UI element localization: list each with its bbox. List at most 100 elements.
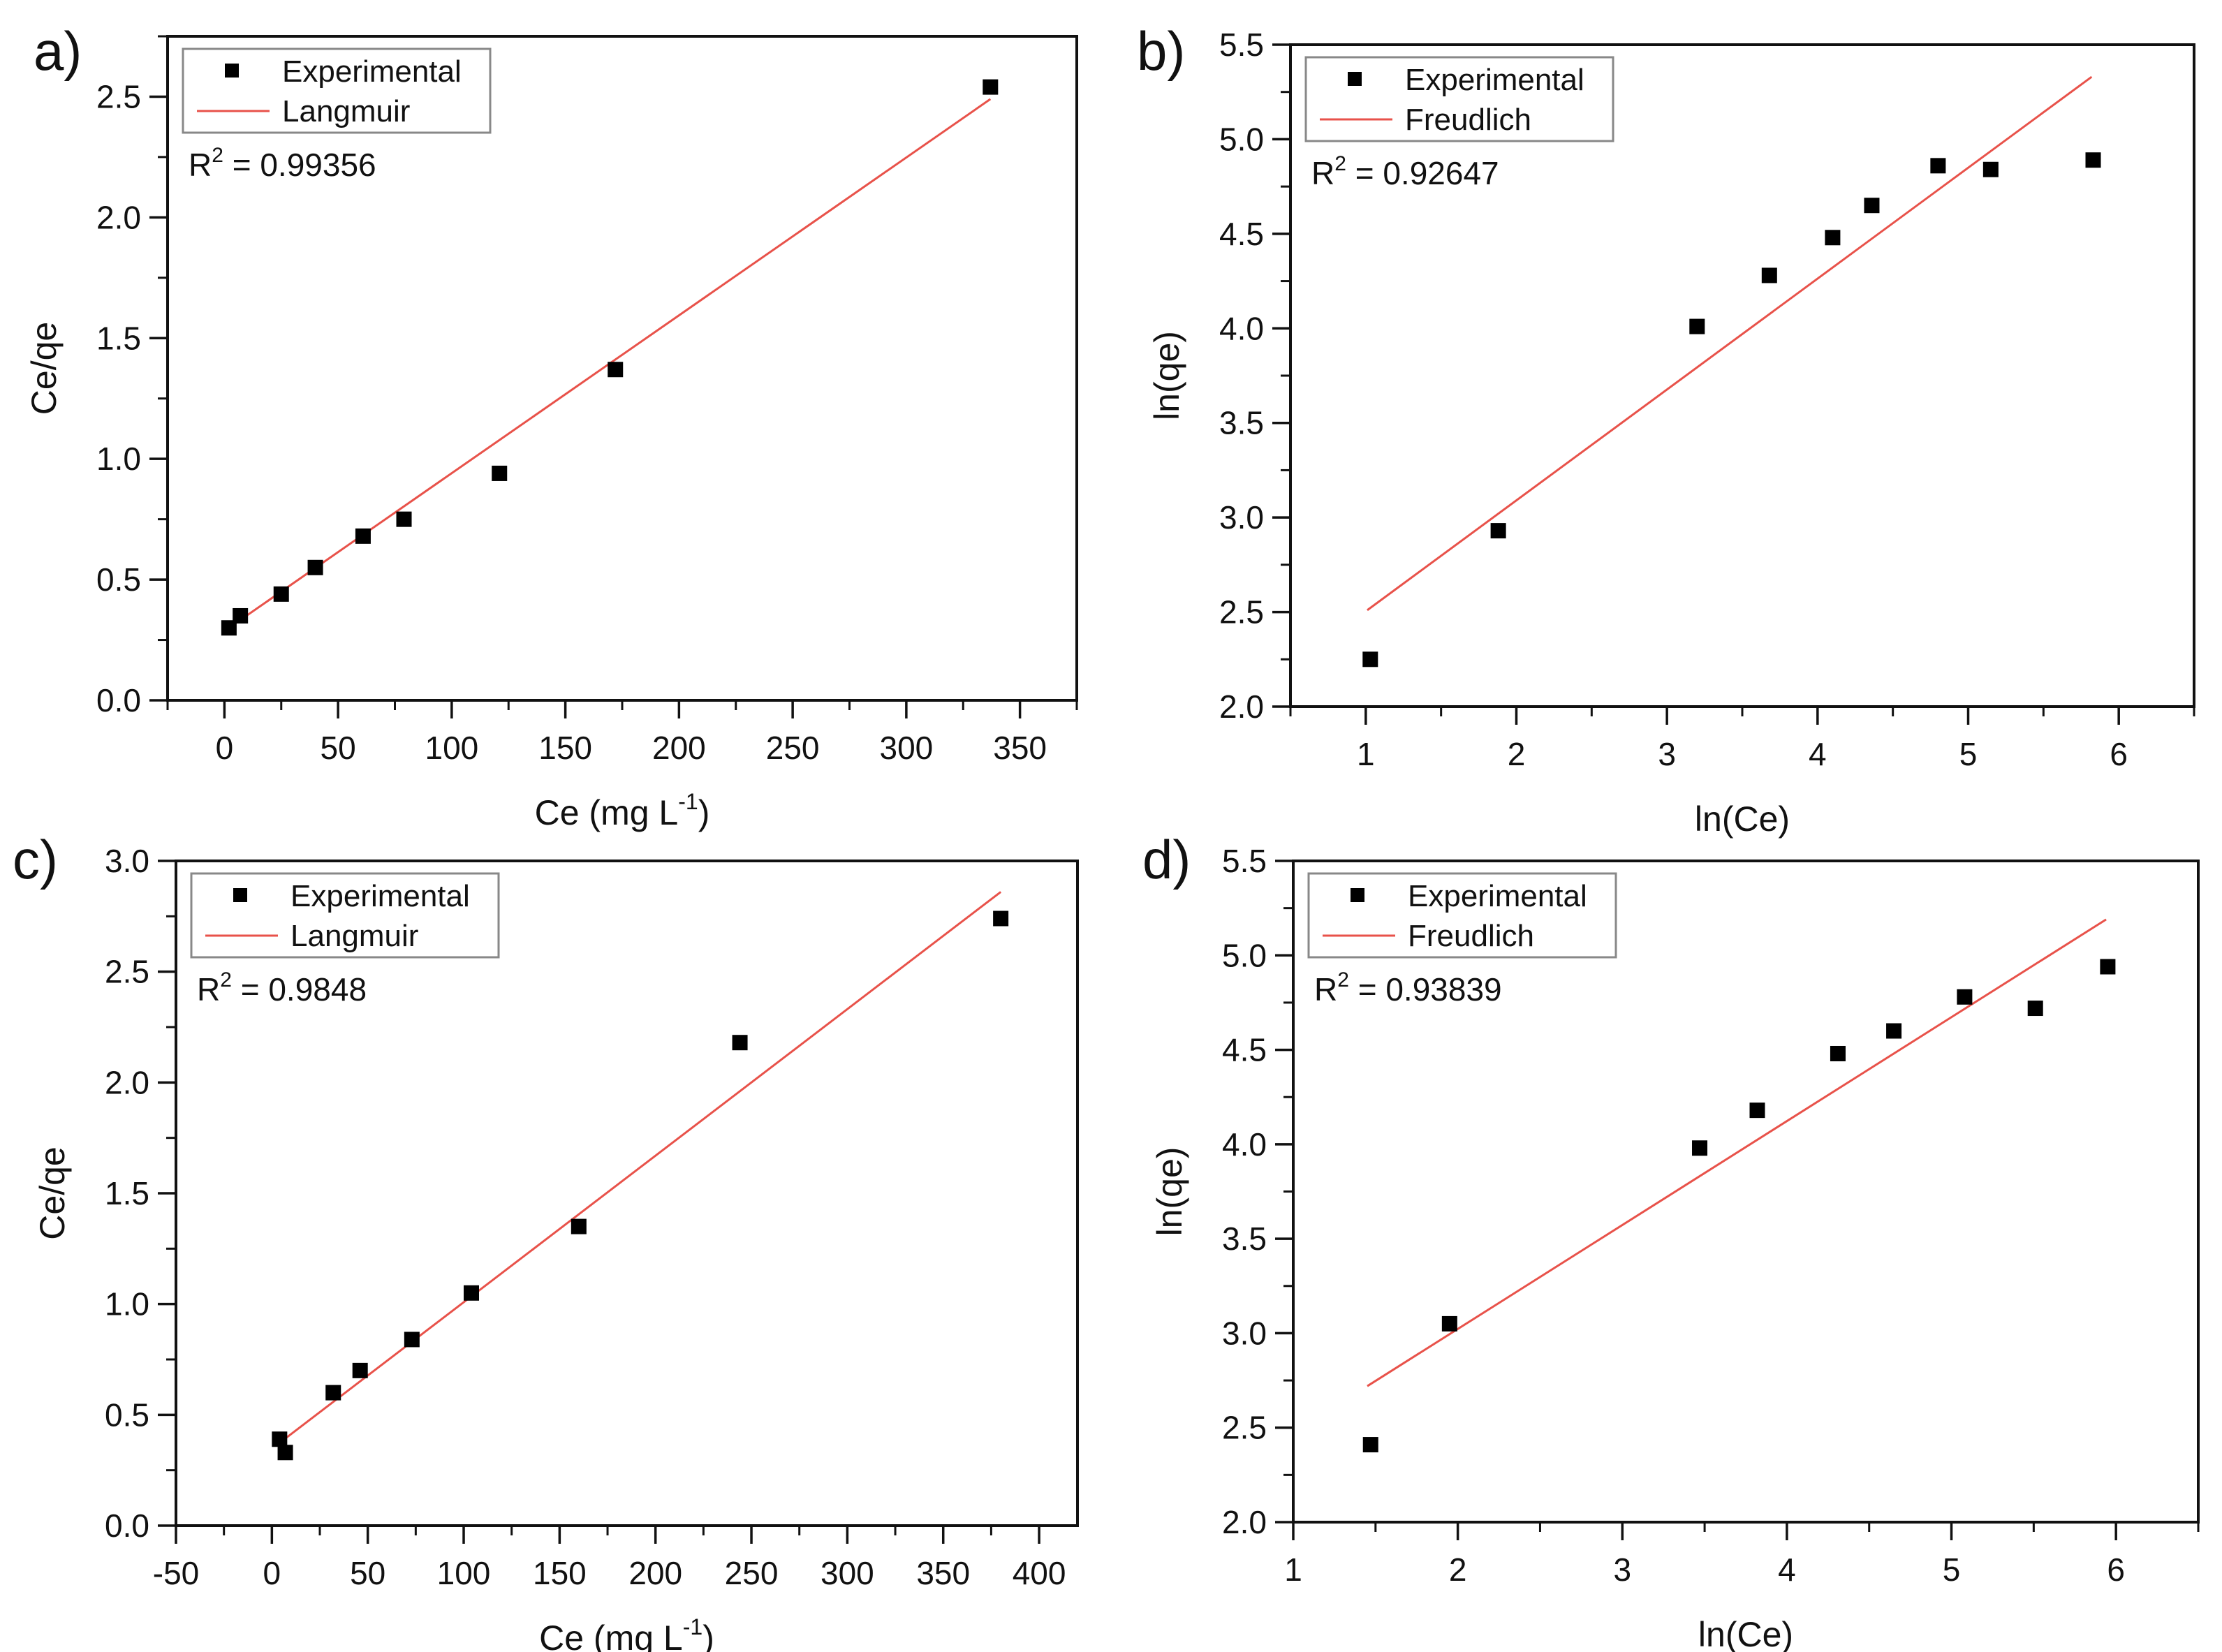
- x-tick-label: 0: [216, 730, 234, 766]
- legend-box: [190, 872, 500, 959]
- legend-label-experimental: Experimental: [290, 879, 470, 913]
- r-squared-prefix: R: [1311, 155, 1334, 191]
- data-point: [1761, 267, 1777, 283]
- data-point: [1362, 651, 1378, 668]
- x-axis-title-end: ): [698, 793, 710, 832]
- panel-label: b): [1137, 20, 1185, 82]
- data-point: [993, 910, 1009, 927]
- data-point: [732, 1035, 748, 1051]
- y-tick-label: 0.0: [96, 682, 141, 718]
- y-tick-label: 4.5: [1222, 1032, 1267, 1068]
- x-tick-label: 2: [1508, 736, 1526, 772]
- legend-label-experimental: Experimental: [1405, 63, 1584, 97]
- panel-label: c): [13, 829, 58, 890]
- y-tick-label: 5.0: [1219, 121, 1264, 157]
- y-tick-label: 3.5: [1222, 1220, 1267, 1257]
- y-tick-label: 4.0: [1222, 1126, 1267, 1163]
- x-axis-title: ln(Ce): [1698, 1615, 1793, 1652]
- y-tick-label: 2.0: [1219, 688, 1264, 725]
- r-squared-prefix: R: [1314, 971, 1337, 1008]
- data-point: [1441, 1315, 1457, 1332]
- x-axis-title-text: ln(Ce): [1698, 1615, 1793, 1652]
- x-tick-label: 0: [263, 1555, 281, 1591]
- panel-label: d): [1142, 829, 1191, 890]
- data-point: [1490, 523, 1506, 539]
- data-point: [1362, 1437, 1378, 1453]
- legend-box: [1307, 872, 1617, 959]
- legend: Experimental Langmuir: [190, 872, 500, 959]
- y-tick-label: 2.5: [1219, 594, 1264, 630]
- fit-line: [1367, 918, 2107, 1387]
- legend-label-fit: Langmuir: [290, 919, 418, 953]
- legend-marker-experimental: [1351, 888, 1364, 902]
- y-tick-label: 3.0: [105, 843, 149, 879]
- r-squared-value: = 0.99356: [223, 147, 376, 183]
- x-axis-title-text: Ce (mg L: [535, 793, 679, 832]
- plot-frame: [1292, 860, 2200, 1524]
- y-tick-label: 4.0: [1219, 310, 1264, 346]
- data-point: [355, 528, 371, 544]
- x-tick-label: 100: [437, 1555, 491, 1591]
- x-tick-label: 250: [725, 1555, 779, 1591]
- x-axis-title: ln(Ce): [1695, 799, 1790, 839]
- fit-line: [281, 891, 1002, 1443]
- x-tick-label: 5: [1943, 1551, 1961, 1588]
- r-squared-sup: 2: [212, 144, 223, 167]
- chart-panel-b: b) 1 2 3 4 5 6 2.0 2.5 3.0 3.5 4.0 4.5 5.0 5.5 ln(Ce) ln…: [1137, 20, 2195, 839]
- y-tick-label: 2.0: [105, 1064, 149, 1100]
- data-point: [307, 559, 323, 575]
- r-squared-annotation: R2 = 0.99356: [189, 144, 376, 183]
- x-tick-label: 1: [1357, 736, 1375, 772]
- data-point: [233, 607, 249, 624]
- data-point: [273, 586, 289, 602]
- y-tick-label: 2.0: [1222, 1504, 1267, 1540]
- data-point: [396, 511, 412, 527]
- y-tick-label: 0.0: [105, 1507, 149, 1544]
- data-point: [325, 1385, 341, 1401]
- data-point: [1886, 1023, 1902, 1039]
- y-tick-label: 1.5: [96, 320, 141, 356]
- y-tick-label: 0.5: [96, 561, 141, 598]
- legend-label-experimental: Experimental: [282, 54, 462, 89]
- legend-label-experimental: Experimental: [1408, 879, 1587, 913]
- r-squared-annotation: R2 = 0.93839: [1314, 968, 1502, 1008]
- y-axis-title: ln(qe): [1150, 1147, 1189, 1237]
- r-squared-sup: 2: [1337, 968, 1349, 991]
- y-tick-label: 3.5: [1219, 405, 1264, 441]
- y-tick-label: 5.0: [1222, 937, 1267, 973]
- y-tick-label: 0.5: [105, 1396, 149, 1433]
- legend: Experimental Freudlich: [1304, 56, 1614, 142]
- y-tick-label: 3.0: [1222, 1315, 1267, 1351]
- x-tick-label: 3: [1658, 736, 1676, 772]
- data-point: [608, 362, 624, 378]
- legend: Experimental Freudlich: [1307, 872, 1617, 959]
- y-tick-label: 2.5: [96, 78, 141, 115]
- x-axis-title-end: ): [702, 1618, 714, 1652]
- legend-label-fit: Freudlich: [1405, 103, 1531, 137]
- panel-label: a): [34, 20, 82, 82]
- x-tick-label: -50: [153, 1555, 199, 1591]
- x-axis-title-text: Ce (mg L: [539, 1618, 683, 1652]
- data-point: [983, 79, 999, 95]
- x-tick-label: 150: [533, 1555, 587, 1591]
- x-tick-label: 350: [993, 730, 1047, 766]
- y-axis-title: Ce/qe: [24, 322, 64, 415]
- x-axis-title-sup: -1: [683, 1614, 702, 1639]
- x-tick-label: 200: [628, 1555, 682, 1591]
- r-squared-value: = 0.93839: [1349, 971, 1502, 1008]
- x-tick-label: 2: [1449, 1551, 1467, 1588]
- r-squared-prefix: R: [197, 971, 220, 1008]
- data-point: [571, 1218, 587, 1234]
- data-point: [352, 1362, 368, 1378]
- x-tick-label: 1: [1284, 1551, 1302, 1588]
- data-point: [1825, 230, 1841, 246]
- x-tick-label: 4: [1778, 1551, 1796, 1588]
- x-axis-title-sup: -1: [678, 789, 698, 814]
- y-tick-label: 2.5: [1222, 1410, 1267, 1446]
- legend-marker-experimental: [1348, 72, 1362, 86]
- r-squared-sup: 2: [1334, 152, 1346, 175]
- data-point: [1749, 1102, 1765, 1119]
- data-point: [1692, 1140, 1708, 1156]
- x-axis-title-text: ln(Ce): [1695, 799, 1790, 839]
